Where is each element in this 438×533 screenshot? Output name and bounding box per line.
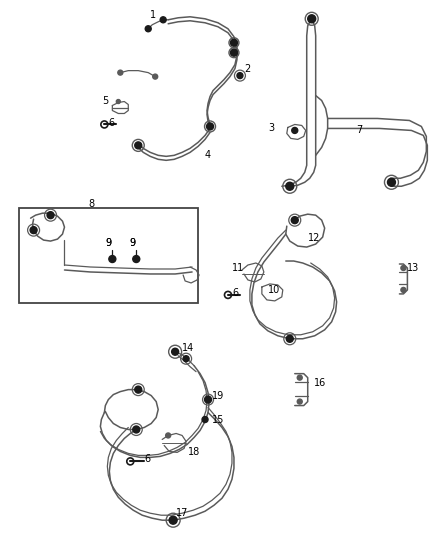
Circle shape [30,227,37,233]
Text: 8: 8 [88,199,95,209]
Text: 1: 1 [150,10,156,20]
Circle shape [172,348,179,355]
Circle shape [160,17,166,23]
Text: 4: 4 [205,150,211,160]
Text: 9: 9 [106,238,112,248]
Text: 12: 12 [308,233,320,243]
Text: 13: 13 [407,263,420,273]
Circle shape [230,39,237,46]
Circle shape [297,375,302,380]
Text: 11: 11 [232,263,244,273]
Circle shape [169,516,177,524]
Text: 15: 15 [212,415,224,424]
Text: 3: 3 [268,124,274,133]
Circle shape [133,426,140,433]
Circle shape [153,74,158,79]
Text: 10: 10 [268,285,280,295]
Circle shape [308,15,316,23]
Text: 16: 16 [314,378,326,387]
Text: 5: 5 [102,95,109,106]
Circle shape [135,386,142,393]
Circle shape [401,265,406,270]
Circle shape [286,182,294,190]
Circle shape [166,433,171,438]
Text: 7: 7 [357,125,363,135]
Circle shape [237,72,243,78]
Circle shape [133,255,140,263]
Circle shape [183,356,189,362]
Circle shape [286,335,293,342]
Circle shape [401,287,406,293]
Circle shape [291,216,298,224]
Circle shape [292,127,298,133]
Circle shape [388,178,396,186]
Circle shape [109,255,116,263]
Text: 9: 9 [129,238,135,248]
Text: 2: 2 [244,63,250,74]
Circle shape [202,416,208,423]
Bar [19,208,198,303]
Circle shape [230,49,237,56]
Text: 17: 17 [176,508,188,518]
Text: 6: 6 [232,288,238,298]
Text: 6: 6 [144,455,150,464]
Text: 6: 6 [108,118,114,128]
Circle shape [297,399,302,404]
Circle shape [117,100,120,103]
Circle shape [145,26,151,32]
Text: 14: 14 [182,343,194,353]
Text: 9: 9 [106,238,112,248]
Text: 19: 19 [212,391,224,401]
Text: 9: 9 [129,238,135,248]
Circle shape [47,212,54,219]
Text: 18: 18 [188,447,200,457]
Circle shape [135,142,142,149]
Circle shape [118,70,123,75]
Circle shape [207,123,213,130]
Circle shape [205,396,212,403]
